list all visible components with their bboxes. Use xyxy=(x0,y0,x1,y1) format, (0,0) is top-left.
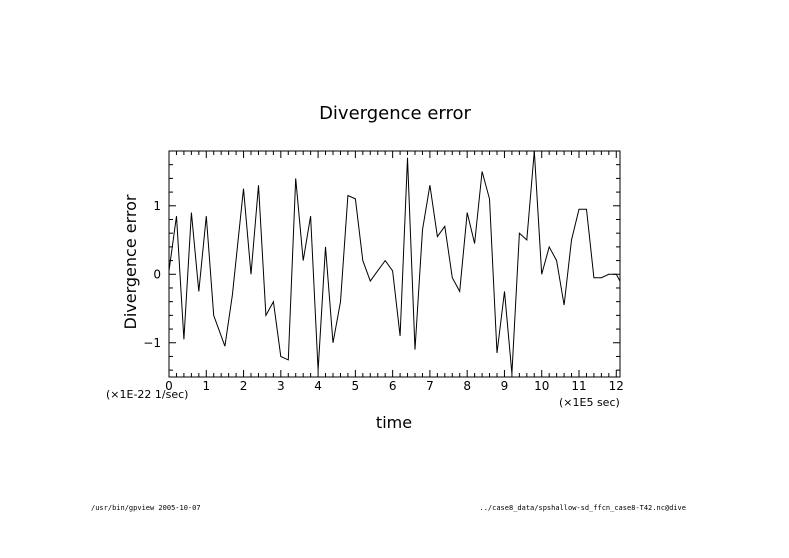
x-tick-label: 6 xyxy=(389,379,397,393)
y-unit-label: (×1E-22 1/sec) xyxy=(106,388,188,401)
y-tick-label: 0 xyxy=(153,267,161,281)
x-unit-label: (×1E5 sec) xyxy=(559,396,620,409)
x-tick-label: 12 xyxy=(609,379,624,393)
y-tick-labels: 1 0 −1 xyxy=(143,199,161,350)
x-tick-label: 5 xyxy=(352,379,360,393)
y-axis-label: Divergence error xyxy=(121,194,140,329)
y-tick-label: 1 xyxy=(153,199,161,213)
y-tick-label: −1 xyxy=(143,336,161,350)
chart-title: Divergence error xyxy=(319,103,471,124)
x-axis-label: time xyxy=(376,413,412,432)
footer-right: ../case8_data/spshallow-sd_ffcn_case8-T4… xyxy=(479,504,686,512)
x-tick-label: 8 xyxy=(463,379,471,393)
footer-left: /usr/bin/gpview 2005-10-07 xyxy=(91,504,201,512)
x-tick-label: 1 xyxy=(202,379,210,393)
x-tick-label: 4 xyxy=(314,379,322,393)
x-tick-label: 0 xyxy=(165,379,173,393)
x-tick-label: 11 xyxy=(571,379,586,393)
x-tick-label: 10 xyxy=(534,379,549,393)
x-tick-label: 3 xyxy=(277,379,285,393)
axis-ticks xyxy=(168,150,620,377)
plot-frame xyxy=(168,150,621,378)
x-tick-label: 2 xyxy=(240,379,248,393)
x-tick-labels: 0 1 2 3 4 5 6 7 8 9 10 11 12 xyxy=(165,379,624,393)
x-tick-label: 9 xyxy=(501,379,509,393)
series-line xyxy=(168,150,621,374)
x-tick-label: 7 xyxy=(426,379,434,393)
